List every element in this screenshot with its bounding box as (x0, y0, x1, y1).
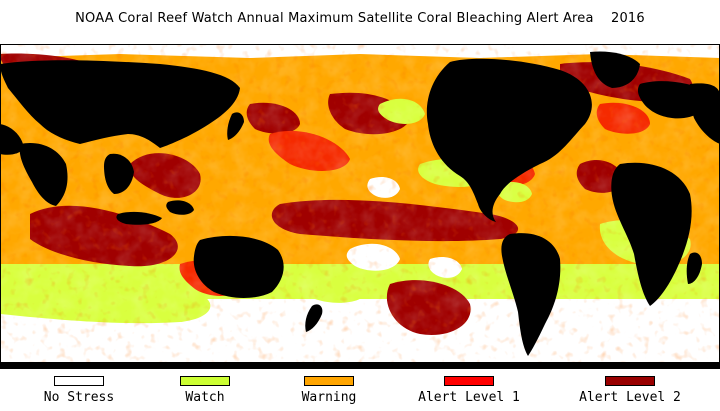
map-title: NOAA Coral Reef Watch Annual Maximum Sat… (75, 11, 645, 26)
legend-swatch (54, 376, 104, 386)
land-masses (0, 51, 720, 369)
bleaching-alert-map (0, 44, 720, 369)
legend-swatch (605, 376, 655, 386)
legend-swatch (444, 376, 494, 386)
legend-label: Alert Level 1 (418, 390, 520, 405)
legend-label: Alert Level 2 (579, 390, 681, 405)
legend-swatch (304, 376, 354, 386)
legend-swatch (180, 376, 230, 386)
legend-label: Watch (185, 390, 225, 405)
legend-label: No Stress (43, 390, 115, 405)
legend: No Stress Watch Warning Alert Level 1 Al… (0, 376, 720, 411)
legend-label: Warning (301, 390, 357, 405)
